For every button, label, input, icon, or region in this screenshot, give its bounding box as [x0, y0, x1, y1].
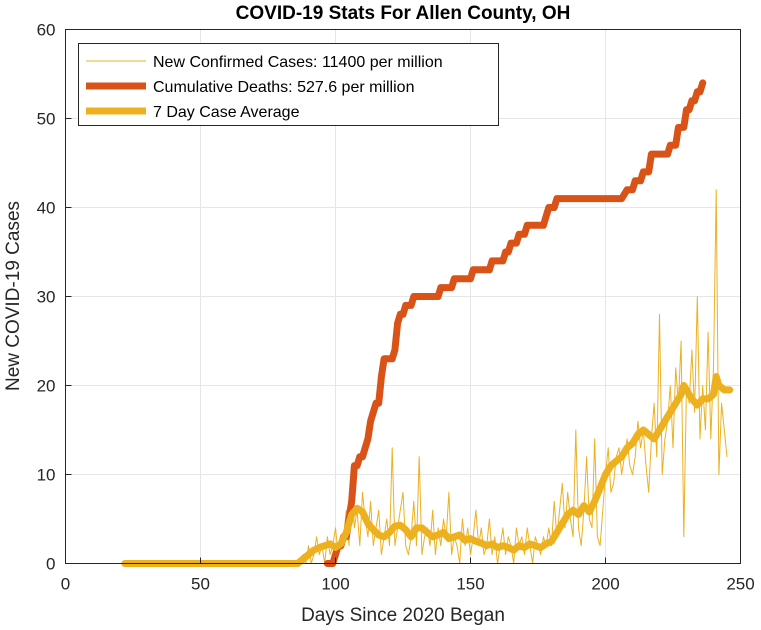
- x-tick-label: 200: [591, 575, 619, 594]
- series-7day-average-line: [121, 373, 734, 567]
- y-tick-label: 40: [37, 199, 56, 218]
- series-new-cases-line: [124, 189, 728, 564]
- legend-label-average: 7 Day Case Average: [153, 104, 300, 121]
- y-axis: 0 10 20 30 40 50 60: [37, 21, 72, 574]
- x-axis-label: Days Since 2020 Began: [301, 605, 505, 626]
- y-tick-label: 30: [37, 288, 56, 307]
- series-cumulative-deaths-line: [323, 79, 707, 567]
- y-tick-label: 0: [46, 555, 55, 574]
- legend-label-deaths: Cumulative Deaths: 527.6 per million: [153, 79, 414, 96]
- x-tick-label: 150: [456, 575, 484, 594]
- y-tick-label: 60: [37, 21, 56, 40]
- chart-title: COVID-19 Stats For Allen County, OH: [236, 3, 571, 24]
- legend: New Confirmed Cases: 11400 per million C…: [78, 43, 499, 126]
- legend-label-new-cases: New Confirmed Cases: 11400 per million: [153, 54, 443, 71]
- y-tick-label: 20: [37, 377, 56, 396]
- x-tick-label: 50: [191, 575, 210, 594]
- series-layer: [121, 79, 734, 567]
- x-tick-label: 100: [321, 575, 349, 594]
- x-axis: 0 50 100 150 200 250: [61, 557, 755, 594]
- x-tick-label: 250: [726, 575, 754, 594]
- y-tick-label: 50: [37, 110, 56, 129]
- x-tick-label: 0: [61, 575, 70, 594]
- y-axis-label: New COVID-19 Cases: [3, 201, 24, 391]
- legend-box: [78, 43, 499, 126]
- y-tick-label: 10: [37, 466, 56, 485]
